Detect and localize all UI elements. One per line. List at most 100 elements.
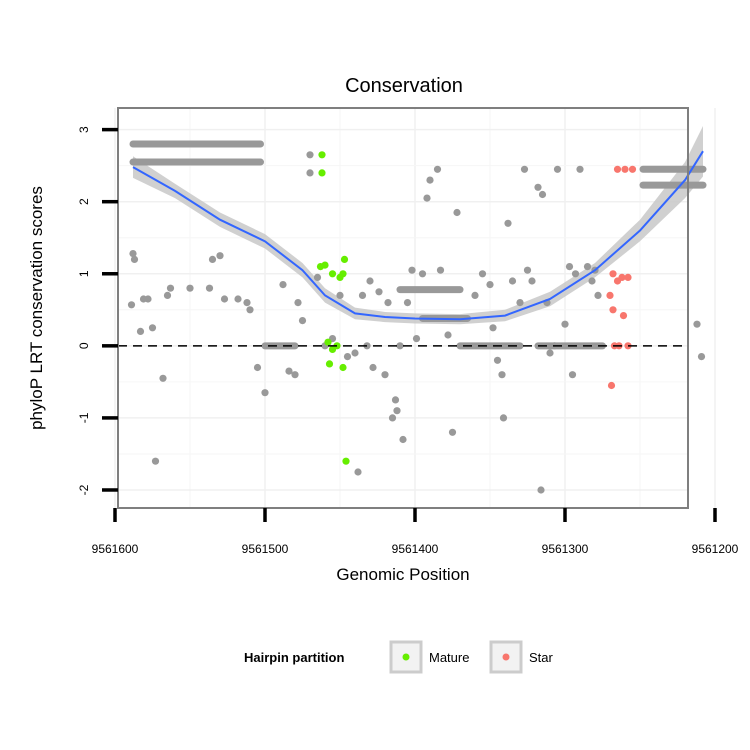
point-other	[186, 284, 194, 292]
point-other	[253, 363, 262, 372]
point-other	[594, 291, 602, 299]
legend: Hairpin partition Mature Star	[244, 640, 554, 674]
point-other	[489, 324, 497, 332]
point-other	[471, 291, 479, 299]
point-other	[127, 301, 136, 309]
point-other	[261, 389, 269, 397]
point-star	[628, 165, 637, 173]
point-other	[448, 428, 457, 436]
point-other	[403, 299, 412, 307]
point-other	[571, 270, 580, 278]
x-axis: 9561600 9561500 9561400 9561300 9561200	[92, 508, 739, 556]
point-other	[426, 176, 434, 184]
point-mature	[340, 255, 349, 263]
point-other	[166, 284, 175, 292]
point-other	[478, 270, 487, 278]
y-tick-label: 1	[77, 270, 91, 277]
x-tick-label: 9561500	[242, 542, 289, 556]
point-other	[444, 331, 452, 339]
point-other	[129, 250, 137, 258]
point-other	[523, 266, 532, 274]
point-other	[384, 299, 392, 307]
legend-entry-star: Star	[489, 640, 554, 674]
plot-border	[117, 107, 689, 509]
point-star	[619, 312, 628, 320]
point-other	[205, 284, 214, 292]
point-other	[369, 363, 377, 372]
point-other	[412, 335, 421, 343]
point-mature	[339, 270, 347, 278]
y-axis: -2 -1 0 1 2 3	[77, 126, 118, 495]
point-other	[313, 273, 322, 281]
point-other	[433, 165, 442, 173]
point-other	[208, 255, 217, 263]
point-mature	[328, 270, 337, 278]
smooth-line	[132, 150, 704, 321]
point-other	[396, 342, 404, 350]
point-other	[163, 291, 172, 299]
x-tick-label: 9561300	[542, 542, 589, 556]
point-other	[220, 295, 229, 303]
point-other	[381, 371, 389, 379]
y-tick-label: 3	[77, 126, 91, 133]
point-other	[393, 407, 401, 415]
point-other	[391, 396, 400, 404]
point-mature	[342, 457, 350, 465]
point-other	[234, 295, 242, 303]
point-other	[306, 151, 314, 159]
point-mature	[325, 360, 334, 368]
point-star	[613, 165, 622, 173]
grid-lines	[114, 108, 716, 508]
point-star	[624, 273, 632, 281]
legend-label-star: Star	[529, 650, 554, 665]
point-other	[144, 295, 152, 303]
point-other	[486, 281, 494, 289]
point-mature	[324, 338, 332, 346]
y-tick-label: 0	[77, 342, 91, 349]
point-mature	[339, 363, 347, 372]
point-other	[576, 165, 584, 173]
point-other	[136, 327, 145, 335]
point-other	[375, 288, 383, 296]
point-star	[609, 270, 617, 278]
point-other	[436, 266, 445, 274]
point-other	[565, 263, 574, 271]
point-other	[279, 281, 287, 289]
point-other	[553, 165, 562, 173]
point-other	[588, 277, 596, 285]
point-other	[130, 255, 139, 263]
point-other	[246, 306, 254, 314]
point-other	[498, 371, 506, 379]
point-other	[388, 414, 397, 422]
point-other	[408, 266, 416, 274]
y-tick-label: -2	[77, 484, 91, 495]
point-other	[216, 252, 224, 260]
point-other	[148, 324, 157, 332]
point-star	[607, 381, 616, 390]
x-tick-label: 9561400	[392, 542, 439, 556]
point-other	[343, 353, 352, 361]
point-star	[606, 291, 614, 299]
point-other	[508, 277, 517, 285]
plot-area	[114, 107, 716, 509]
point-mature	[318, 151, 326, 159]
point-other	[499, 414, 508, 422]
smooth-fit-line	[132, 150, 704, 321]
point-other	[151, 457, 160, 465]
point-other	[546, 349, 554, 357]
point-other	[538, 190, 547, 199]
point-other	[583, 263, 592, 271]
point-mature	[321, 261, 329, 269]
point-other	[693, 320, 701, 328]
point-other	[423, 194, 431, 202]
point-other	[537, 486, 545, 494]
point-other	[366, 277, 374, 285]
point-other	[351, 349, 359, 357]
point-other	[520, 165, 529, 173]
point-other	[504, 219, 512, 227]
point-star	[621, 165, 629, 173]
legend-entry-mature: Mature	[389, 640, 469, 674]
x-tick-label: 9561200	[692, 542, 739, 556]
point-other	[568, 371, 577, 379]
point-other	[306, 169, 314, 177]
